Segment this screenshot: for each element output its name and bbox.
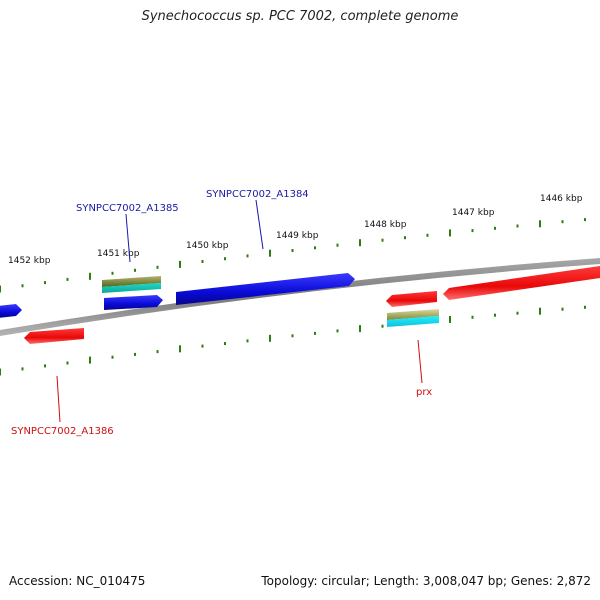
- feature-bar-olive: [102, 276, 161, 287]
- leader-prx: [417, 339, 423, 384]
- leader-a1385: [125, 213, 131, 263]
- leader-a1386: [56, 375, 61, 423]
- gene-synpcc7002-a1386[interactable]: [24, 328, 84, 344]
- tick-label-1446: 1446 kbp: [540, 194, 583, 204]
- outer-tick-row: [0, 218, 586, 293]
- topology-summary-text: Topology: circular; Length: 3,008,047 bp…: [261, 574, 591, 588]
- feature-bar-khaki: [387, 309, 439, 320]
- gene-synpcc7002-a1385[interactable]: [104, 295, 163, 310]
- feature-bar-cyan: [387, 316, 439, 327]
- genome-backbone: [0, 258, 600, 336]
- label-synpcc7002-a1385[interactable]: SYNPCC7002_A1385: [76, 203, 179, 214]
- tick-label-1448: 1448 kbp: [364, 220, 407, 230]
- tick-label-1447: 1447 kbp: [452, 208, 495, 218]
- gene-reverse-right[interactable]: [443, 266, 600, 300]
- leader-a1384: [255, 199, 264, 250]
- tick-label-1452: 1452 kbp: [8, 256, 51, 266]
- label-synpcc7002-a1384[interactable]: SYNPCC7002_A1384: [206, 189, 309, 200]
- label-prx[interactable]: prx: [416, 387, 432, 398]
- tick-label-1449: 1449 kbp: [276, 231, 319, 241]
- gene-forward-left-edge[interactable]: [0, 304, 22, 318]
- label-synpcc7002-a1386[interactable]: SYNPCC7002_A1386: [11, 426, 114, 437]
- accession-text: Accession: NC_010475: [9, 574, 146, 588]
- tick-label-1451: 1451 kbp: [97, 249, 140, 259]
- gene-synpcc7002-a1384[interactable]: [176, 273, 355, 305]
- map-title: Synechococcus sp. PCC 7002, complete gen…: [141, 9, 459, 24]
- feature-bar-teal: [102, 283, 161, 293]
- gene-prx[interactable]: [386, 291, 437, 307]
- tick-label-1450: 1450 kbp: [186, 241, 229, 251]
